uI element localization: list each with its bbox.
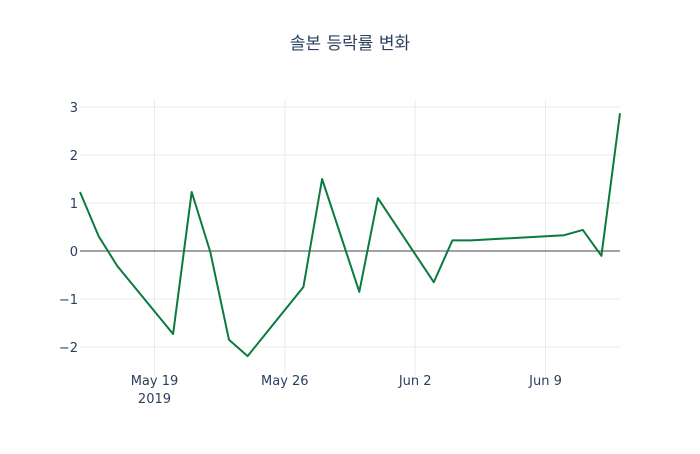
x-tick-label: Jun 2 <box>398 374 432 389</box>
series-line <box>80 113 620 356</box>
x-tick-label: May 19 <box>131 374 179 389</box>
x-tick-year-label: 2019 <box>138 392 171 407</box>
chart-title: 솔본 등락률 변화 <box>290 34 411 54</box>
x-tick-label: May 26 <box>261 374 309 389</box>
y-tick-label: 0 <box>70 245 78 260</box>
y-tick-label: −1 <box>59 293 78 308</box>
y-tick-label: −2 <box>59 341 78 356</box>
x-tick-label: Jun 9 <box>528 374 562 389</box>
y-tick-label: 3 <box>70 101 78 116</box>
y-tick-label: 2 <box>70 149 78 164</box>
y-tick-label: 1 <box>70 197 78 212</box>
